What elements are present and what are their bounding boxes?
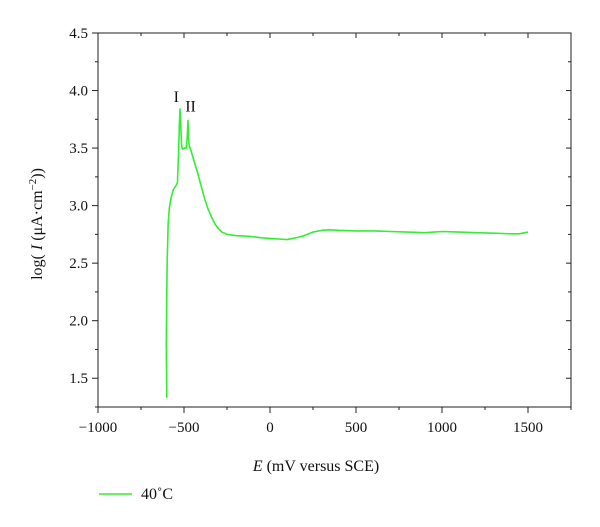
x-axis: −1000 −500 0 500 1000 1500	[79, 33, 572, 436]
y-tick-label: 1.5	[69, 371, 88, 387]
y-tick-label: 4.0	[69, 84, 88, 100]
x-tick-label: 500	[345, 420, 368, 436]
x-tick-label: −1000	[79, 420, 117, 436]
annotation-layer: III	[174, 89, 196, 115]
legend: 40˚C	[99, 486, 173, 503]
x-tick-label: −500	[169, 420, 200, 436]
y-tick-label: 3.0	[69, 199, 88, 215]
y-tick-label: 2.0	[69, 314, 88, 330]
x-tick-label: 1500	[513, 420, 543, 436]
x-axis-label: E (mV versus SCE)	[252, 458, 379, 475]
peak-label-1: I	[174, 89, 179, 106]
plot-area-border	[97, 32, 572, 408]
peak-label-2: II	[185, 98, 196, 115]
x-tick-label: 0	[266, 420, 274, 436]
series-line-40c	[165, 108, 529, 398]
y-axis: 1.5 2.0 2.5 3.0 3.5 4.0 4.5	[69, 26, 571, 408]
plot-frame	[97, 32, 572, 408]
x-tick-label: 1000	[427, 420, 457, 436]
y-tick-label: 2.5	[69, 256, 88, 272]
legend-label-40c: 40˚C	[141, 486, 173, 503]
y-tick-label: 4.5	[69, 26, 88, 42]
y-axis-label: log( I (μA·cm−2))	[27, 168, 46, 280]
series-layer	[165, 108, 529, 398]
y-tick-label: 3.5	[69, 141, 88, 157]
